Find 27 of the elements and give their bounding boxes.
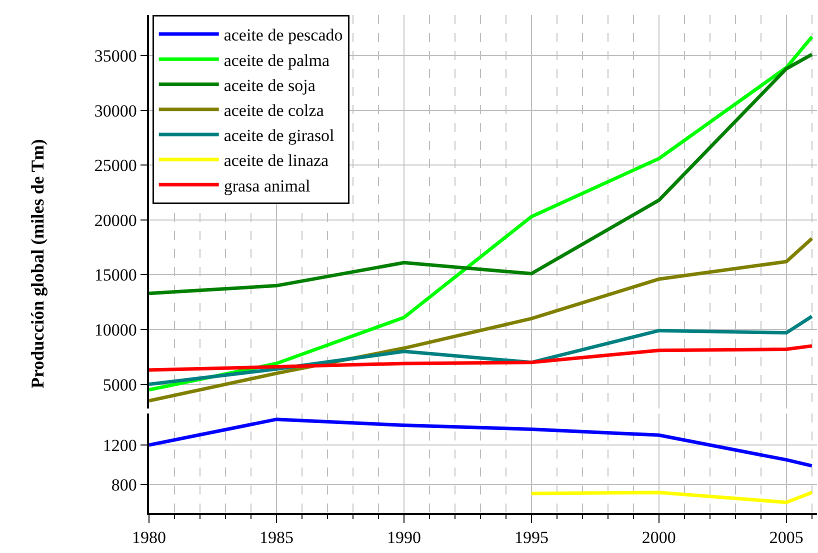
line-series [149,344,814,372]
x-tick-label: 1980 [132,528,166,548]
legend-label: aceite de pescado [224,26,343,45]
y-tick-label: 20000 [94,210,137,230]
x-tick-label: 1995 [514,528,548,548]
x-tick-label: 1990 [386,528,421,548]
x-tick-label: 2000 [642,528,676,548]
y-tick-label: 30000 [94,101,137,120]
legend-label: aceite de palma [224,50,330,70]
legend-label: aceite de girasol [224,126,335,146]
legend-label: aceite de colza [224,100,324,120]
y-tick-label: 800 [111,475,137,494]
y-tick-label: 25000 [94,156,137,176]
x-tick-label: 2005 [769,528,804,548]
y-axis-title: Producción global (miles de Tm) [27,139,48,388]
y-tick-label: 10000 [94,320,137,340]
legend-label: grasa animal [224,176,310,196]
y-tick-label: 15000 [94,266,137,285]
legend-label: aceite de soja [224,76,316,95]
y-tick-label: 35000 [94,46,137,66]
y-tick-label: 1200 [102,436,137,455]
line-series [149,314,814,386]
y-tick-label: 5000 [102,375,137,394]
legend-label: aceite de linaza [224,151,330,170]
line-series [149,418,814,468]
x-tick-label: 1985 [259,528,294,548]
line-series [149,52,814,296]
